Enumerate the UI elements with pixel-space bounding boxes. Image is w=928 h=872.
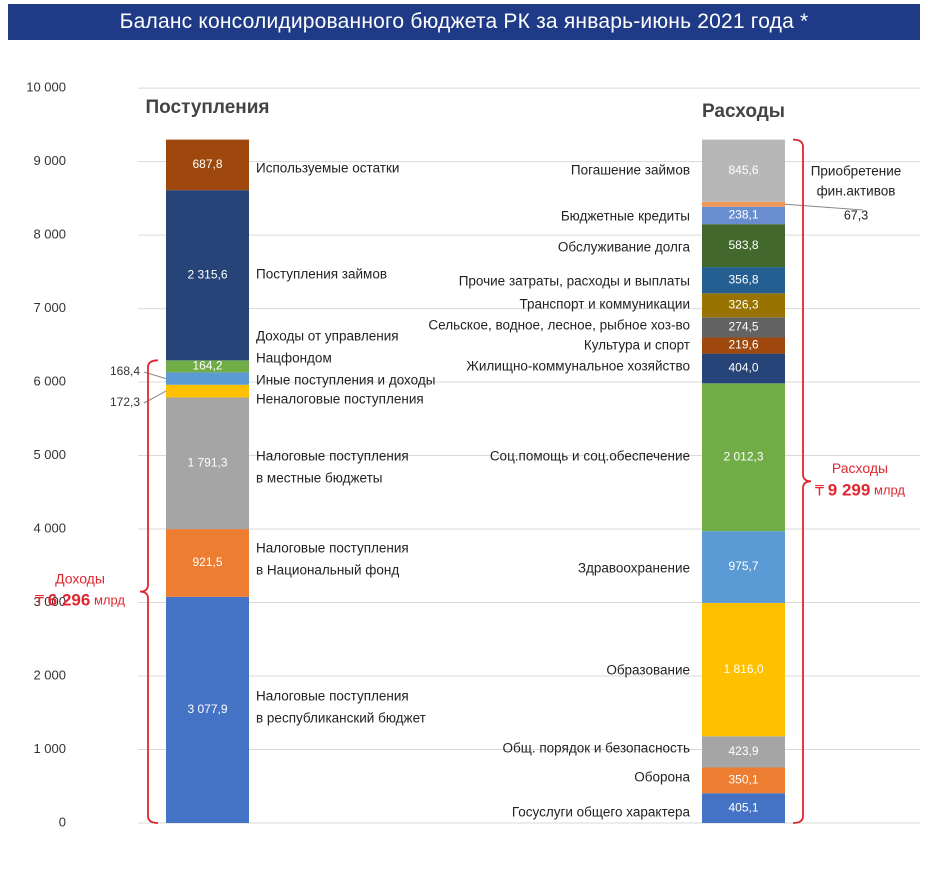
data-label: 1 791,3 <box>187 455 227 469</box>
data-label: 423,9 <box>728 744 758 758</box>
segment-label: Неналоговые поступления <box>256 392 424 407</box>
title-bar: Баланс консолидированного бюджета РК за … <box>8 4 920 40</box>
y-tick-label: 4 000 <box>33 520 66 535</box>
segment-label: Поступления займов <box>256 267 387 282</box>
bar-segment <box>166 139 249 191</box>
bar-segment <box>702 383 785 532</box>
data-label: 274,5 <box>728 320 758 334</box>
segment-label: в Национальный фонд <box>256 563 399 578</box>
segment-label: в республиканский бюджет <box>256 711 426 726</box>
data-label: 1 816,0 <box>723 662 763 676</box>
segment-label: Обслуживание долга <box>558 240 691 255</box>
bar-segment <box>702 224 785 268</box>
segment-label: Налоговые поступления <box>256 689 409 704</box>
bar-segment <box>702 201 785 207</box>
bar-segment <box>166 397 249 530</box>
data-label: 3 077,9 <box>187 702 227 716</box>
y-tick-label: 10 000 <box>26 80 66 95</box>
segment-label: в местные бюджеты <box>256 471 382 486</box>
data-label: 583,8 <box>728 238 758 252</box>
data-label: 975,7 <box>728 559 758 573</box>
segment-label: Оборона <box>634 770 690 785</box>
data-label: 172,3 <box>110 395 140 409</box>
segment-label: Бюджетные кредиты <box>561 209 690 224</box>
segment-label: Транспорт и коммуникации <box>519 297 690 312</box>
segment-label: Приобретение <box>811 164 902 179</box>
bar-segment <box>166 384 249 398</box>
data-label: 67,3 <box>844 208 868 222</box>
segment-label: Здравоохранение <box>578 561 690 576</box>
bar-segment <box>166 372 249 385</box>
segment-label: фин.активов <box>817 184 896 199</box>
data-label: 238,1 <box>728 208 758 222</box>
segment-label: Иные поступления и доходы <box>256 373 435 388</box>
segment-label: Жилищно-коммунальное хозяйство <box>466 359 690 374</box>
segment-label: Прочие затраты, расходы и выплаты <box>459 274 690 289</box>
expenses-label: Расходы <box>832 460 888 476</box>
y-tick-label: 7 000 <box>33 300 66 315</box>
bar-segment <box>702 206 785 225</box>
y-tick-label: 8 000 <box>33 227 66 242</box>
bar-segment <box>702 293 785 318</box>
bar-segment <box>702 736 785 768</box>
data-label: 350,1 <box>728 773 758 787</box>
data-label: 219,6 <box>728 338 758 352</box>
data-label: 845,6 <box>728 163 758 177</box>
bar-segment <box>702 353 785 384</box>
segment-label: Госуслуги общего характера <box>512 805 691 820</box>
plot-area: 0 1 000 2 000 3 000 4 000 5 000 6 000 7 000 8 00… <box>8 50 920 864</box>
y-tick-label: 9 000 <box>33 153 66 168</box>
segment-label: Образование <box>606 663 690 678</box>
segment-label: Общ. порядок и безопасность <box>503 741 691 756</box>
data-label: 404,0 <box>728 361 758 375</box>
y-tick-label: 2 000 <box>33 667 66 682</box>
bar-segment <box>702 317 785 338</box>
data-label: 2 315,6 <box>187 267 227 281</box>
segment-label: Налоговые поступления <box>256 449 409 464</box>
bar-segment <box>166 529 249 597</box>
data-label: 921,5 <box>192 555 222 569</box>
data-label: 405,1 <box>728 800 758 814</box>
expenses-total: ₸ 9 299 млрд <box>815 481 905 500</box>
segment-label: Сельское, водное, лесное, рыбное хоз-во <box>428 318 690 333</box>
segment-label: Соц.помощь и соц.обеспечение <box>490 449 690 464</box>
chart-title: Баланс консолидированного бюджета РК за … <box>119 10 809 33</box>
bar-segment <box>166 360 249 373</box>
category-label-expenses: Расходы <box>702 101 785 122</box>
y-tick-label: 1 000 <box>33 741 66 756</box>
segment-label: Погашение займов <box>571 163 690 178</box>
bar-segment <box>702 602 785 737</box>
bar-segment <box>166 596 249 823</box>
bar-segment <box>702 531 785 603</box>
y-tick-label: 6 000 <box>33 373 66 388</box>
expenses-bracket <box>792 138 812 824</box>
segment-label: Используемые остатки <box>256 161 399 176</box>
y-tick-label: 3 000 <box>33 594 66 609</box>
data-label: 168,4 <box>110 364 140 378</box>
bar-segment <box>166 190 249 361</box>
bar-segment <box>702 793 785 823</box>
income-label: Доходы <box>55 570 105 586</box>
bar-segment <box>702 767 785 794</box>
bar-segment <box>702 139 785 202</box>
income-bracket <box>139 359 159 824</box>
data-label: 326,3 <box>728 297 758 311</box>
y-tick-label: 0 <box>59 814 66 829</box>
data-label: 2 012,3 <box>723 449 763 463</box>
segment-label: Культура и спорт <box>584 338 690 353</box>
category-label-income: Поступления <box>145 97 269 118</box>
y-tick-label: 5 000 <box>33 447 66 462</box>
leader-line <box>784 203 864 211</box>
bar-segment <box>702 267 785 294</box>
segment-label: Нацфондом <box>256 351 332 366</box>
data-label: 356,8 <box>728 272 758 286</box>
income-total: ₸ 6 296 млрд <box>35 591 125 610</box>
segment-label: Доходы от управления <box>256 329 399 344</box>
stacked-bar-chart: 0 1 000 2 000 3 000 4 000 5 000 6 000 7 000 8 00… <box>26 80 920 829</box>
bar-segment <box>702 337 785 354</box>
segment-label: Налоговые поступления <box>256 541 409 556</box>
data-label: 687,8 <box>192 157 222 171</box>
data-label: 164,2 <box>192 359 222 373</box>
